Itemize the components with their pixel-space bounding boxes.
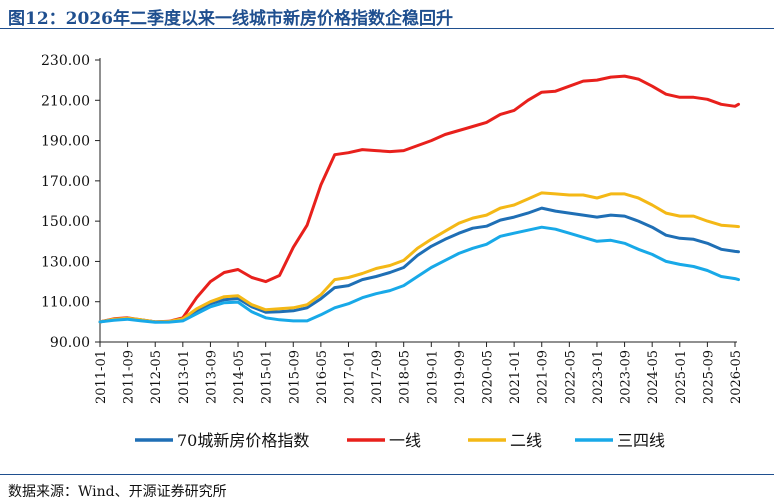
page-title: 图12：2026年二季度以来一线城市新房价格指数企稳回升 [8,9,453,29]
series-line-2 [98,74,740,324]
y-tick-label: 150.00 [41,214,90,230]
x-tick-label: 2025-01 [674,350,689,404]
x-tick-label: 2019-01 [425,350,440,404]
series-line-4 [98,225,740,324]
x-tick-label: 2016-05 [315,350,330,404]
x-tick-label: 2023-09 [619,350,634,404]
x-tick-label: 2017-01 [342,350,357,404]
line-chart: 90.00 110.00 130.00 150.00 170.00 190.00 210.0… [41,53,744,450]
y-tick-label: 170.00 [41,174,90,190]
legend-label-1: 70城新房价格指数 [177,431,309,450]
source-note: 数据来源：Wind、开源证券研究所 [8,484,227,500]
x-tick-label: 2015-01 [260,350,275,404]
x-tick-label: 2024-05 [646,350,661,404]
y-tick-label: 190.00 [41,134,90,150]
x-tick-label: 2015-09 [287,350,302,404]
x-tick-label: 2023-01 [591,350,606,404]
x-tick-label: 2012-05 [149,350,164,404]
x-tick-label: 2013-01 [177,350,192,404]
x-tick-label: 2011-01 [94,350,109,404]
series-line-1 [98,206,740,324]
x-tick-label: 2019-09 [453,350,468,404]
title-divider [0,28,774,29]
x-tick-label: 2021-09 [536,350,551,404]
x-tick-label: 2011-09 [122,350,137,404]
y-tick-label: 110.00 [41,295,90,311]
x-tick-label: 2020-05 [481,350,496,404]
legend-label-3: 二线 [510,431,542,450]
x-tick-label: 2017-09 [370,350,385,404]
x-tick-label: 2014-05 [232,350,247,404]
x-tick-label: 2022-05 [563,350,578,404]
y-tick-label: 230.00 [41,53,90,69]
legend-label-2: 一线 [389,431,421,450]
y-tick-label: 90.00 [50,335,90,351]
series-line-3 [98,191,740,324]
x-tick-label: 2013-09 [204,350,219,404]
x-tick-label: 2018-05 [398,350,413,404]
x-tick-label: 2021-01 [508,350,523,404]
x-tick-label: 2025-09 [701,350,716,404]
source-divider [0,474,774,475]
legend-label-4: 三四线 [617,431,665,450]
x-tick-label: 2026-05 [729,350,744,404]
y-tick-label: 210.00 [41,93,90,109]
y-tick-label: 130.00 [41,254,90,270]
